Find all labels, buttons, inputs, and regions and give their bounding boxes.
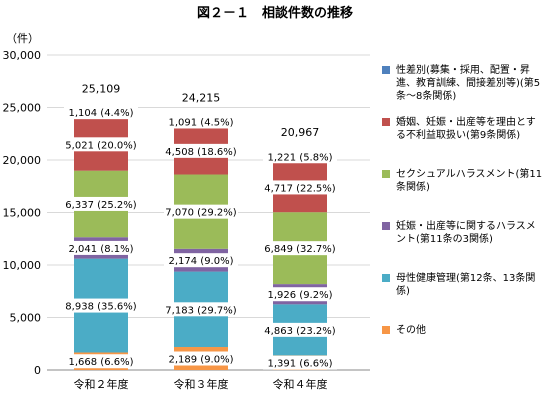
- y-tick-label: 5,000: [10, 312, 42, 325]
- legend-label: セクシュアルハラスメント(第11条関係): [396, 169, 543, 193]
- segment-label: 1,104 (4.4%): [68, 108, 133, 119]
- x-category-label: 令和４年度: [273, 377, 328, 391]
- legend-item: セクシュアルハラスメント(第11条関係): [382, 168, 544, 220]
- segment-label: 1,668 (6.6%): [68, 357, 133, 368]
- y-tick-label: 0: [34, 364, 41, 377]
- x-category-label: 令和２年度: [74, 377, 129, 391]
- segment-label: 4,717 (22.5%): [264, 183, 335, 194]
- legend-swatch: [382, 222, 390, 230]
- segment-label: 1,221 (5.8%): [267, 152, 332, 163]
- segment-label-box: [263, 241, 337, 256]
- segment-label-box: [64, 105, 138, 120]
- legend-label: その他: [396, 325, 426, 336]
- y-tick-label: 20,000: [3, 154, 42, 167]
- y-tick-label: 10,000: [3, 259, 42, 272]
- legend-item: その他: [382, 324, 544, 354]
- legend-item: 性差別(募集・採用、配置・昇進、教育訓練、間接差別等)(第5条～8条関係): [382, 64, 544, 116]
- segment-label: 8,938 (35.6%): [65, 302, 136, 313]
- segment-label: 7,183 (29.7%): [165, 305, 236, 316]
- legend: 性差別(募集・採用、配置・昇進、教育訓練、間接差別等)(第5条～8条関係) 婚姻、…: [382, 64, 544, 354]
- segment-label: 5,021 (20.0%): [65, 140, 136, 151]
- segment-label-box: [64, 137, 138, 152]
- segment-label: 2,174 (9.0%): [168, 256, 233, 267]
- legend-label: 母性健康管理(第12条、13条関係): [396, 273, 536, 297]
- segment-label-box: [164, 114, 238, 129]
- segment-label-box: [64, 354, 138, 369]
- segment-label: 4,863 (23.2%): [264, 326, 335, 337]
- segment-label: 2,041 (8.1%): [68, 244, 133, 255]
- segment-label: 1,091 (4.5%): [168, 117, 233, 128]
- bar-total-label: 24,215: [182, 92, 221, 105]
- legend-label: 妊娠・出産等に関するハラスメント(第11条の3関係): [396, 221, 536, 245]
- segment-label: 2,189 (9.0%): [168, 355, 233, 366]
- segment-label: 1,391 (6.6%): [267, 359, 332, 370]
- segment-label-box: [164, 143, 238, 158]
- y-axis-ticks: 0 5,000 10,000 15,000 20,000 25,000 30,000: [3, 49, 42, 377]
- segment-label: 4,508 (18.6%): [165, 147, 236, 158]
- legend-swatch: [382, 326, 390, 334]
- bar-total-label: 20,967: [281, 126, 320, 139]
- segment-label: 6,849 (32.7%): [264, 244, 335, 255]
- y-axis-unit-label: （件）: [6, 32, 39, 45]
- segment-label-box: [64, 298, 138, 313]
- segment-label-box: [263, 149, 337, 164]
- segment-label: 1,926 (9.2%): [267, 290, 332, 301]
- segment-label-box: [263, 287, 337, 302]
- y-tick-label: 15,000: [3, 207, 42, 220]
- segment-label-box: [164, 253, 238, 268]
- segment-label-box: [263, 322, 337, 337]
- segment-label-box: [64, 196, 138, 211]
- segment-label-box: [164, 351, 238, 366]
- segment-label: 6,337 (25.2%): [65, 200, 136, 211]
- legend-swatch: [382, 274, 390, 282]
- legend-item: 妊娠・出産等に関するハラスメント(第11条の3関係): [382, 220, 544, 272]
- segment-label-box: [164, 302, 238, 317]
- x-category-label: 令和３年度: [174, 377, 229, 391]
- bar-total-label: 25,109: [82, 82, 121, 95]
- bar-totals: 25,109 24,215 20,967: [82, 82, 320, 138]
- segment-label-box: [263, 355, 337, 370]
- segment-label-box: [263, 180, 337, 195]
- y-tick-label: 30,000: [3, 49, 42, 62]
- legend-item: 母性健康管理(第12条、13条関係): [382, 272, 544, 324]
- legend-item: 婚姻、妊娠・出産等を理由とする不利益取扱い(第9条関係): [382, 116, 544, 168]
- segment-label-box: [164, 204, 238, 219]
- segment-label: 7,070 (29.2%): [165, 208, 236, 219]
- chart-title: 図２－１ 相談件数の推移: [197, 5, 353, 21]
- legend-swatch: [382, 66, 390, 74]
- segment-labels: 1,668 (6.6%) 8,938 (35.6%) 2,041 (8.1%) 6,3…: [64, 105, 337, 370]
- legend-label: 婚姻、妊娠・出産等を理由とする不利益取扱い(第9条関係): [396, 117, 536, 141]
- legend-swatch: [382, 170, 390, 178]
- y-tick-label: 25,000: [3, 102, 42, 115]
- legend-label: 性差別(募集・採用、配置・昇進、教育訓練、間接差別等)(第5条～8条関係): [396, 65, 541, 102]
- legend-swatch: [382, 118, 390, 126]
- segment-label-box: [64, 240, 138, 255]
- x-axis-labels: 令和２年度 令和３年度 令和４年度: [74, 377, 328, 391]
